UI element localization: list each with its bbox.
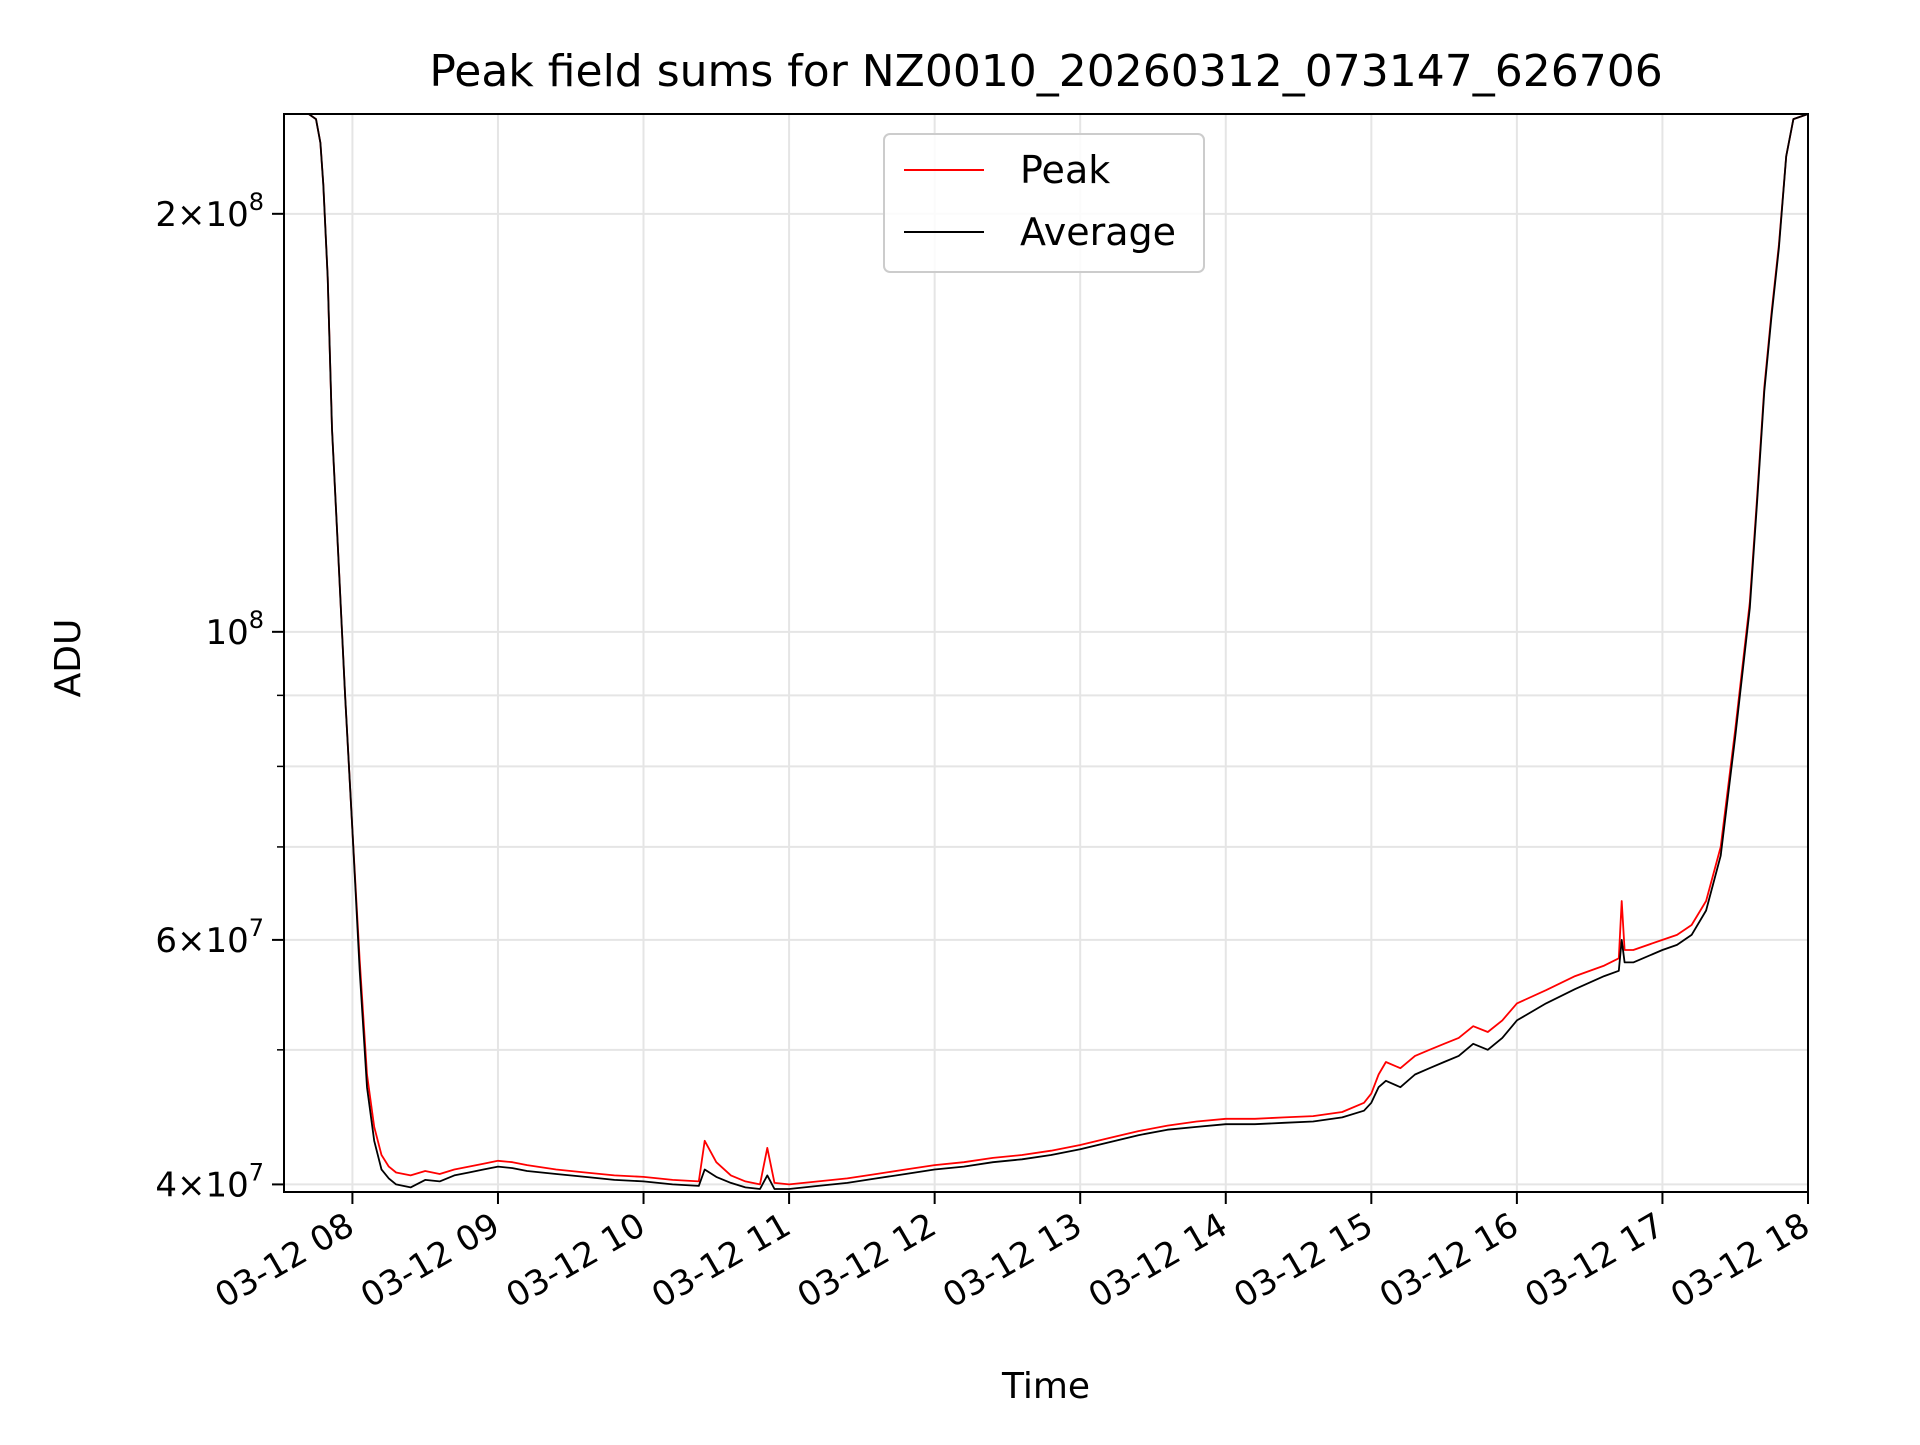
y-tick-base: 10: [205, 613, 248, 653]
y-tick-label: 4×107: [155, 1158, 264, 1205]
y-tick-mantissa: 6×: [155, 921, 205, 961]
x-tick-label: 03-12 18: [1664, 1205, 1816, 1316]
legend-box: [883, 133, 1205, 273]
y-tick-exponent: 7: [249, 914, 264, 942]
y-axis-label: ADU: [48, 619, 89, 698]
x-tick-label: 03-12 17: [1519, 1205, 1671, 1316]
y-tick-exponent: 8: [249, 606, 264, 634]
y-tick-label: 2×108: [155, 188, 264, 235]
y-tick-mantissa: 4×: [155, 1165, 205, 1205]
grid-layer: [284, 114, 1809, 1192]
series-line-peak: [284, 113, 1809, 1186]
y-tick-exponent: 7: [249, 1158, 264, 1186]
legend: Peak Average: [883, 133, 1205, 273]
y-tick-base: 10: [205, 921, 248, 961]
x-tick-label: 03-12 12: [791, 1205, 943, 1316]
y-tick-label: 108: [205, 606, 264, 653]
plot-frame: [283, 113, 1809, 1193]
x-tick-label: 03-12 14: [1082, 1205, 1234, 1316]
legend-label-peak: Peak: [1020, 148, 1110, 192]
y-tick-base: 10: [205, 195, 248, 235]
x-tick-label: 03-12 10: [500, 1205, 652, 1316]
x-tick-label: 03-12 08: [209, 1205, 361, 1316]
x-tick-label: 03-12 15: [1227, 1205, 1379, 1316]
x-tick-label: 03-12 13: [936, 1205, 1088, 1316]
y-tick-label: 6×107: [155, 914, 264, 961]
x-axis-label: Time: [1001, 1366, 1090, 1407]
x-tick-label: 03-12 11: [645, 1205, 797, 1316]
y-tick-exponent: 8: [249, 188, 264, 216]
x-tick-label: 03-12 09: [354, 1205, 506, 1316]
chart-title: Peak field sums for NZ0010_20260312_0731…: [429, 46, 1662, 97]
series-line-average: [284, 113, 1809, 1190]
y-tick-mantissa: 2×: [155, 195, 205, 235]
y-tick-base: 10: [205, 1165, 248, 1205]
series-layer: [284, 113, 1809, 1190]
legend-label-average: Average: [1020, 210, 1176, 254]
x-tick-label: 03-12 16: [1373, 1205, 1525, 1316]
